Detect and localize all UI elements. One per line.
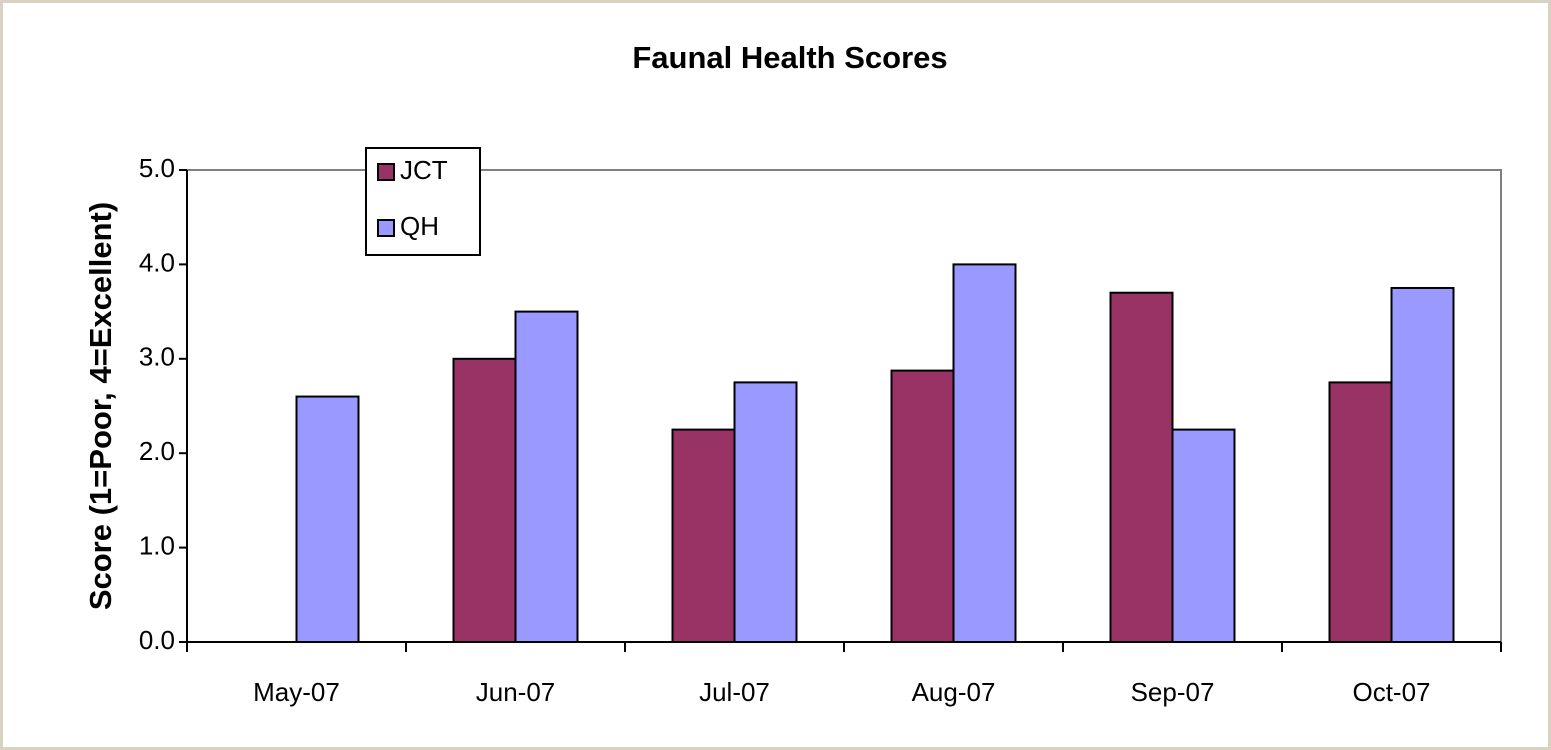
bar bbox=[452, 357, 517, 643]
x-tick-label: Jun-07 bbox=[476, 677, 556, 707]
y-tick-label: 1.0 bbox=[139, 530, 175, 560]
legend-swatch bbox=[377, 163, 395, 181]
x-tick-label: Jul-07 bbox=[699, 677, 770, 707]
bar bbox=[1109, 291, 1174, 643]
x-tick-label: Oct-07 bbox=[1352, 677, 1430, 707]
bar bbox=[890, 369, 955, 643]
chart-title: Faunal Health Scores bbox=[632, 40, 947, 75]
bar bbox=[733, 381, 798, 643]
legend-label: JCT bbox=[400, 155, 448, 185]
bar bbox=[1328, 381, 1393, 643]
bar bbox=[671, 428, 736, 643]
x-tick-label: Sep-07 bbox=[1131, 677, 1215, 707]
legend-swatch bbox=[377, 219, 395, 237]
x-tick-label: Aug-07 bbox=[912, 677, 996, 707]
y-tick-label: 2.0 bbox=[139, 436, 175, 466]
y-axis-label: Score (1=Poor, 4=Excellent) bbox=[83, 202, 118, 610]
y-tick-label: 4.0 bbox=[139, 247, 175, 277]
x-tick-label: May-07 bbox=[253, 677, 340, 707]
bar bbox=[295, 395, 360, 643]
bar bbox=[1171, 428, 1236, 643]
legend-label: QH bbox=[400, 211, 439, 241]
y-tick-label: 3.0 bbox=[139, 342, 175, 372]
bar bbox=[1390, 287, 1455, 643]
bar bbox=[514, 310, 579, 643]
bar bbox=[952, 263, 1017, 643]
y-tick-label: 5.0 bbox=[139, 153, 175, 183]
y-tick-label: 0.0 bbox=[139, 625, 175, 655]
